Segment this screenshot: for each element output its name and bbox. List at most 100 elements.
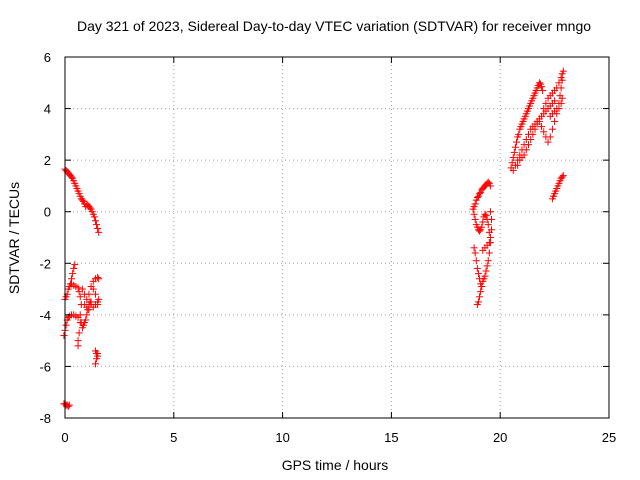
data-point	[522, 146, 530, 154]
data-point	[473, 301, 481, 309]
y-tick-label: 4	[44, 102, 51, 117]
data-point	[509, 166, 517, 174]
data-point	[74, 284, 82, 292]
axis-ticks: 0 5 10 15 20 25 -8 -6 -4 -2 0 2 4 6	[39, 50, 616, 445]
data-point	[87, 298, 95, 306]
data-point	[473, 194, 481, 202]
y-tick-label: -8	[39, 411, 51, 426]
y-tick-label: -4	[39, 308, 51, 323]
x-tick-label: 15	[384, 430, 398, 445]
data-point	[472, 257, 480, 265]
data-point	[535, 117, 543, 125]
data-point	[531, 125, 539, 133]
data-point	[476, 190, 484, 198]
data-point	[64, 402, 72, 410]
data-point	[509, 154, 517, 162]
data-point	[74, 342, 82, 350]
data-point	[473, 264, 481, 272]
data-point	[546, 112, 554, 120]
data-point	[95, 228, 103, 236]
data-point	[65, 401, 73, 409]
data-point	[94, 224, 102, 232]
data-point	[484, 178, 492, 186]
data-point	[62, 321, 70, 329]
data-point	[485, 249, 493, 257]
data-point	[558, 76, 566, 84]
data-point	[529, 130, 537, 138]
y-axis-label: SDTVAR / TECUs	[6, 182, 22, 294]
data-point	[481, 210, 489, 218]
data-point	[487, 215, 495, 223]
data-point	[551, 97, 559, 105]
x-tick-label: 10	[275, 430, 289, 445]
y-tick-label: 6	[44, 50, 51, 65]
data-point	[470, 244, 478, 252]
data-point	[520, 151, 528, 159]
data-point	[540, 105, 548, 113]
data-point	[546, 133, 554, 141]
x-tick-label: 0	[61, 430, 68, 445]
data-point	[479, 218, 487, 226]
data-point	[486, 182, 494, 190]
data-point	[470, 210, 478, 218]
data-point	[558, 173, 566, 181]
y-tick-label: 2	[44, 153, 51, 168]
data-point	[83, 295, 91, 303]
data-point	[555, 99, 563, 107]
data-point	[94, 301, 102, 309]
data-point	[83, 311, 91, 319]
data-point	[93, 355, 101, 363]
data-point	[511, 143, 519, 151]
data-point	[485, 239, 493, 247]
data-point	[75, 329, 83, 337]
data-point	[474, 270, 482, 278]
data-point	[82, 316, 90, 324]
data-point	[89, 285, 97, 293]
data-point	[60, 331, 68, 339]
data-point	[70, 264, 78, 272]
data-point	[78, 285, 86, 293]
data-point	[91, 360, 99, 368]
data-point	[91, 290, 99, 298]
data-point	[76, 319, 84, 327]
data-point	[559, 172, 567, 180]
data-point	[544, 138, 552, 146]
x-tick-label: 25	[602, 430, 616, 445]
data-point	[484, 257, 492, 265]
data-point	[539, 87, 547, 95]
data-point	[95, 295, 103, 303]
data-point	[478, 223, 486, 231]
data-point	[551, 117, 559, 125]
data-point	[469, 205, 477, 213]
data-point	[93, 221, 101, 229]
data-point	[85, 306, 93, 314]
data-point	[482, 267, 490, 275]
data-point	[477, 288, 485, 296]
data-point	[471, 215, 479, 223]
data-point	[514, 161, 522, 169]
data-point	[476, 227, 484, 235]
data-point	[486, 234, 494, 241]
data-point	[515, 130, 523, 138]
chart-title: Day 321 of 2023, Sidereal Day-to-day VTE…	[77, 18, 591, 34]
data-point	[559, 67, 567, 75]
data-point	[91, 217, 99, 225]
data-point	[538, 83, 546, 91]
y-tick-label: -6	[39, 359, 51, 374]
data-point	[510, 148, 518, 156]
x-tick-label: 5	[170, 430, 177, 445]
data-point	[513, 138, 521, 146]
data-point	[71, 261, 79, 269]
data-point	[483, 262, 491, 270]
y-tick-label: 0	[44, 205, 51, 220]
x-axis-label: GPS time / hours	[282, 457, 389, 473]
data-point	[548, 125, 556, 133]
data-point	[535, 79, 543, 87]
plot-frame	[64, 56, 610, 419]
data-point	[76, 293, 84, 301]
data-point	[540, 128, 548, 136]
data-points	[60, 67, 567, 410]
x-tick-label: 20	[493, 430, 507, 445]
data-point	[557, 84, 565, 92]
